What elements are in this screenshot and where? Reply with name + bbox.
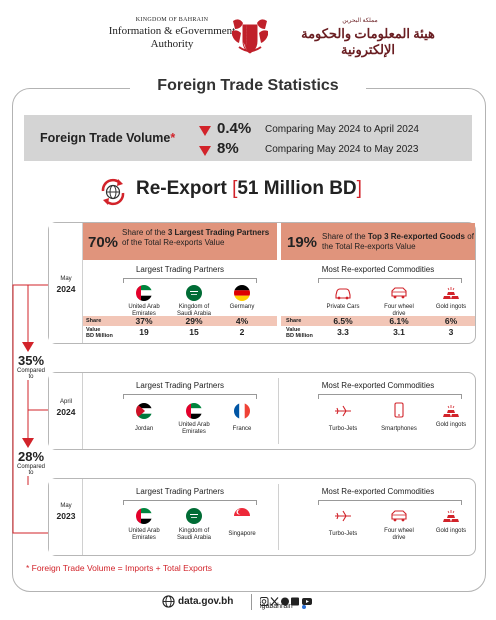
bahrain-emblem-icon <box>232 19 268 54</box>
uae-flag-icon <box>136 508 152 524</box>
comparison-pct: 35% <box>14 353 48 368</box>
globe-exchange-icon <box>101 178 125 206</box>
decrease-arrow-icon <box>199 126 211 136</box>
goods-share-header <box>281 223 475 260</box>
volume-pct-1: 0.4% <box>217 120 252 137</box>
phone-icon <box>394 402 404 418</box>
facebook-icon <box>281 597 289 606</box>
jet-icon <box>335 510 351 522</box>
goods-share-text: Share of the Top 3 Re-exported Goods of … <box>322 232 474 251</box>
globe-icon <box>162 595 175 608</box>
partners-title: Largest Trading Partners <box>135 487 225 496</box>
decrease-arrow-icon <box>22 342 34 352</box>
handle-dot-icon <box>302 605 306 609</box>
goods-title: Most Re-exported Commodities <box>321 265 435 274</box>
social-handle[interactable]: igabahrain <box>260 603 293 610</box>
suv-icon <box>391 510 407 522</box>
goods-title: Most Re-exported Commodities <box>321 487 435 496</box>
volume-text-1: Comparing May 2024 to April 2024 <box>265 124 419 135</box>
trade-volume-label: Foreign Trade Volume* <box>40 131 176 145</box>
x-icon <box>270 597 279 606</box>
car-icon <box>335 288 351 300</box>
instagram-icon <box>259 597 269 606</box>
section-may-2023 <box>48 478 476 556</box>
france-flag-icon <box>234 403 250 419</box>
partners-title: Largest Trading Partners <box>135 265 225 274</box>
section-date: May 2023 <box>56 503 76 521</box>
gold-icon <box>443 287 459 299</box>
section-date: April 2024 <box>56 399 76 417</box>
germany-flag-icon <box>234 285 250 301</box>
page-title: Foreign Trade Statistics <box>157 77 339 94</box>
website-link[interactable]: data.gov.bh <box>178 596 234 607</box>
reexport-heading: Re-Export [51 Million BD] <box>136 178 362 199</box>
section-april-2024 <box>48 372 476 450</box>
volume-text-2: Comparing May 2024 to May 2023 <box>265 144 419 155</box>
org-name: Information & eGovernment Authority <box>108 25 236 50</box>
partners-share-header <box>83 223 277 260</box>
partners-title: Largest Trading Partners <box>135 381 225 390</box>
comparison-label: Compared to <box>14 368 48 380</box>
social-icons <box>259 593 320 606</box>
singapore-flag-icon <box>234 508 250 524</box>
decrease-arrow-icon <box>199 146 211 156</box>
gold-icon <box>443 405 459 417</box>
comparison-label: Compared to <box>14 464 48 476</box>
linkedin-icon <box>291 597 299 606</box>
org-arabic-name: هيئة المعلومات والحكومة الإلكترونية <box>301 26 435 57</box>
org-arabic-kingdom: مملكة البحرين <box>342 18 378 24</box>
gold-icon <box>443 510 459 522</box>
jet-icon <box>335 405 351 417</box>
saudi-flag-icon <box>186 508 202 524</box>
uae-flag-icon <box>186 403 202 419</box>
trade-volume-band <box>24 115 472 161</box>
suv-icon <box>391 287 407 299</box>
uae-flag-icon <box>136 285 152 301</box>
comparison-pct: 28% <box>14 449 48 464</box>
goods-title: Most Re-exported Commodities <box>321 381 435 390</box>
org-kingdom-label: KINGDOM OF BAHRAIN <box>135 17 209 23</box>
footnote: * Foreign Trade Volume = Imports + Total… <box>26 563 212 573</box>
volume-pct-2: 8% <box>217 140 239 157</box>
goods-share-pct: 19% <box>287 234 318 251</box>
section-date: May 2024 <box>56 276 76 294</box>
decrease-arrow-icon <box>22 438 34 448</box>
partners-share-pct: 70% <box>88 234 119 251</box>
partners-share-text: Share of the 3 Largest Trading Partners … <box>122 228 270 247</box>
jordan-flag-icon <box>136 403 152 419</box>
saudi-flag-icon <box>186 285 202 301</box>
